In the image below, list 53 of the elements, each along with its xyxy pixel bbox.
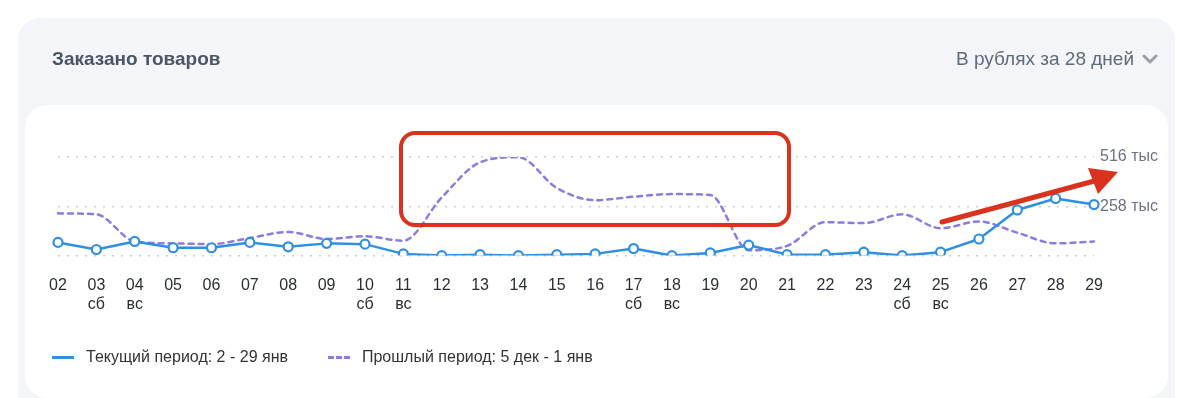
x-tick-label: 02	[49, 275, 67, 293]
y-tick-label: 258 тыс	[1100, 196, 1158, 214]
x-tick-label: 19	[701, 275, 720, 293]
x-tick-label: 05	[164, 275, 183, 293]
point	[1011, 204, 1023, 216]
point	[52, 236, 64, 249]
x-tick-label: 15	[547, 275, 566, 293]
point	[1050, 192, 1062, 205]
x-tick-label: 12	[432, 275, 451, 293]
x-tick-label: 07	[240, 275, 259, 293]
x-tick-label: 13	[471, 275, 490, 293]
point	[205, 242, 218, 254]
x-tick-label: 04 вс	[125, 275, 144, 312]
point	[359, 238, 371, 250]
point	[282, 241, 294, 253]
point	[627, 242, 640, 255]
point	[704, 247, 716, 256]
point	[973, 233, 985, 245]
chart-title: Заказано товаров	[52, 48, 221, 70]
x-tick-label: 22	[816, 275, 835, 293]
point	[167, 242, 179, 254]
x-tick-label: 23	[854, 275, 873, 293]
x-tick-label: 09	[317, 275, 336, 293]
y-tick-label: 516 тыс	[1100, 147, 1158, 165]
point	[858, 246, 870, 256]
x-tick-label: 06	[202, 275, 221, 293]
x-tick-label: 20	[739, 275, 758, 293]
point	[244, 236, 256, 249]
point	[129, 235, 141, 248]
point	[90, 243, 102, 256]
x-tick-label: 08	[279, 275, 298, 293]
x-tick-label: 18 вс	[663, 275, 681, 312]
point	[934, 246, 947, 256]
legend-label: Прошлый период: 5 дек - 1 янв	[361, 348, 593, 366]
point	[1088, 198, 1100, 211]
legend-label: Текущий период: 2 - 29 янв	[86, 348, 288, 366]
x-tick-label: 11 вс	[395, 275, 412, 312]
point	[321, 237, 333, 249]
x-tick-label: 16	[586, 275, 605, 293]
point	[743, 239, 755, 251]
x-tick-label: 26	[970, 275, 988, 293]
x-tick-label: 25 вс	[931, 275, 950, 312]
line-series	[56, 157, 1096, 252]
x-tick-label: 03 сб	[87, 275, 106, 312]
x-tick-label: 28	[1046, 275, 1065, 293]
chart-subtitle: В рублях за 28 дней	[956, 48, 1134, 70]
x-tick-label: 21	[778, 275, 797, 293]
x-tick-label: 10 сб	[356, 275, 374, 312]
x-tick-label: 24 сб	[893, 275, 912, 312]
x-tick-label: 27	[1008, 275, 1027, 293]
x-tick-label: 29	[1085, 275, 1104, 293]
x-tick-label: 14	[509, 275, 528, 293]
x-tick-label: 17 сб	[624, 275, 643, 312]
